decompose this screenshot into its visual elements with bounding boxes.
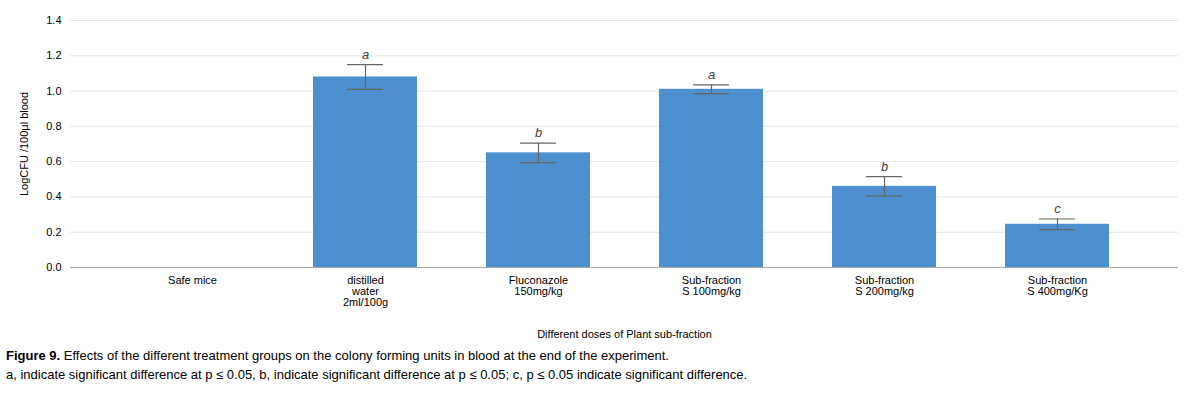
svg-text:1.2: 1.2 [46,49,61,61]
svg-text:1.0: 1.0 [46,85,61,97]
svg-text:distilledwater2ml/100g: distilledwater2ml/100g [343,274,388,308]
svg-text:a: a [708,67,715,82]
svg-text:0.6: 0.6 [46,155,61,167]
svg-text:Safe mice: Safe mice [168,274,217,286]
svg-text:0.0: 0.0 [46,261,61,273]
svg-text:c: c [1054,201,1061,216]
svg-text:0.2: 0.2 [46,226,61,238]
svg-text:Different doses of Plant sub-f: Different doses of Plant sub-fraction [537,328,712,340]
svg-text:0.4: 0.4 [46,190,61,202]
svg-text:Fluconazole150mg/kg: Fluconazole150mg/kg [509,274,568,297]
svg-text:Sub-fractionS 100mg/kg: Sub-fractionS 100mg/kg [682,274,741,297]
svg-text:Sub-fractionS 400mg/Kg: Sub-fractionS 400mg/Kg [1027,274,1088,297]
svg-text:b: b [881,159,888,174]
svg-text:0.8: 0.8 [46,120,61,132]
svg-text:a: a [362,47,369,62]
svg-text:b: b [535,125,542,140]
html-text:Figure 9. Effects of the diffe: Figure 9. Effects of the different treat… [6,348,669,363]
svg-text:Sub-fractionS 200mg/kg: Sub-fractionS 200mg/kg [855,274,914,297]
html-text:a, indicate significant differ: a, indicate significant difference at p … [6,367,748,382]
svg-text:1.4: 1.4 [46,14,61,26]
svg-text:LogCFU /100μl blood: LogCFU /100μl blood [18,92,30,196]
